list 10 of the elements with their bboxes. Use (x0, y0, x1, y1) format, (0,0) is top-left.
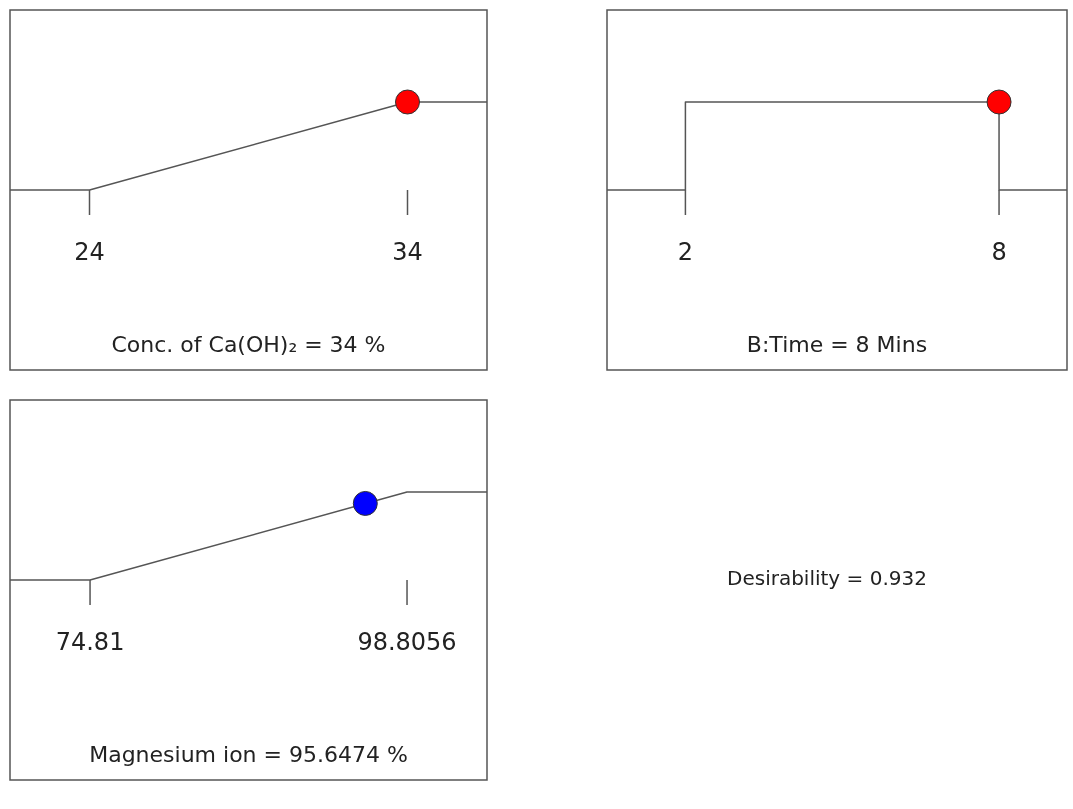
x-axis-title: Conc. of Ca(OH)₂ = 34 % (111, 332, 386, 357)
x-tick-label: 98.8056 (357, 628, 457, 656)
x-tick-label: 8 (991, 238, 1007, 266)
x-tick-label: 2 (677, 238, 694, 266)
x-axis-title: B:Time = 8 Mins (746, 332, 928, 357)
text: Desirability = 0.932 (727, 566, 927, 590)
x-tick-label: 34 (392, 238, 423, 266)
x-tick-label: 74.81 (55, 628, 125, 656)
x-axis-title: Magnesium ion = 95.6474 % (89, 742, 408, 767)
x-tick-label: 24 (74, 238, 105, 266)
